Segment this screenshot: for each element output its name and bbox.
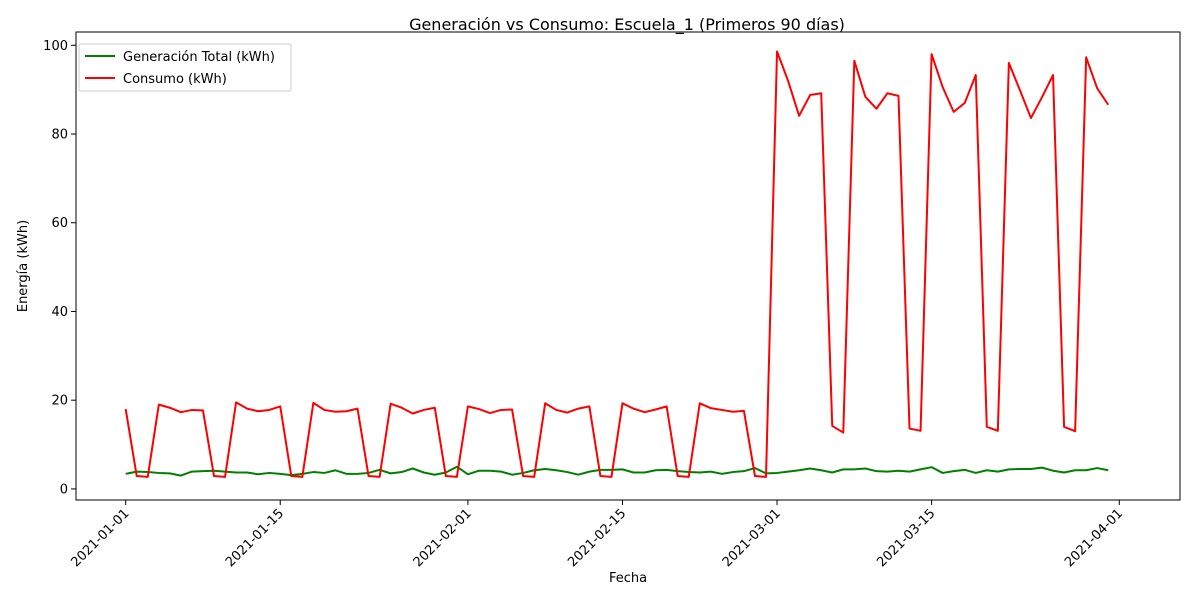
x-tick-label: 2021-04-01: [1062, 506, 1126, 570]
y-axis-label: Energía (kWh): [16, 220, 31, 312]
x-tick-label: 2021-01-01: [68, 506, 132, 570]
series-line-1: [124, 50, 1110, 478]
legend-label-consumo: Consumo (kWh): [123, 72, 227, 87]
y-tick-label: 40: [51, 305, 68, 320]
x-tick-label: 2021-03-15: [874, 506, 938, 570]
chart-title: Generación vs Consumo: Escuela_1 (Primer…: [409, 15, 845, 35]
plot-frame: [75, 31, 1181, 501]
series-line-0: [125, 465, 1109, 477]
y-tick-label: 80: [51, 128, 68, 143]
y-tick-label: 0: [60, 482, 68, 497]
y-tick-label: 100: [43, 39, 68, 54]
plot-area: [124, 50, 1110, 478]
legend-label-generacion: Generación Total (kWh): [123, 50, 275, 65]
y-tick-label: 60: [51, 216, 68, 231]
x-axis-label: Fecha: [609, 571, 647, 586]
x-tick-label: 2021-01-15: [223, 506, 287, 570]
legend: Generación Total (kWh) Consumo (kWh): [78, 43, 292, 92]
y-tick-label: 20: [51, 394, 68, 409]
x-tick-label: 2021-02-15: [565, 506, 629, 570]
x-tick-label: 2021-03-01: [720, 506, 784, 570]
legend-box: [78, 43, 292, 92]
x-axis: 2021-01-01 2021-01-15 2021-02-01 2021-02-15…: [68, 500, 1126, 570]
y-axis: 0 20 40 60 80 100: [43, 39, 76, 497]
x-tick-label: 2021-02-01: [411, 506, 475, 570]
